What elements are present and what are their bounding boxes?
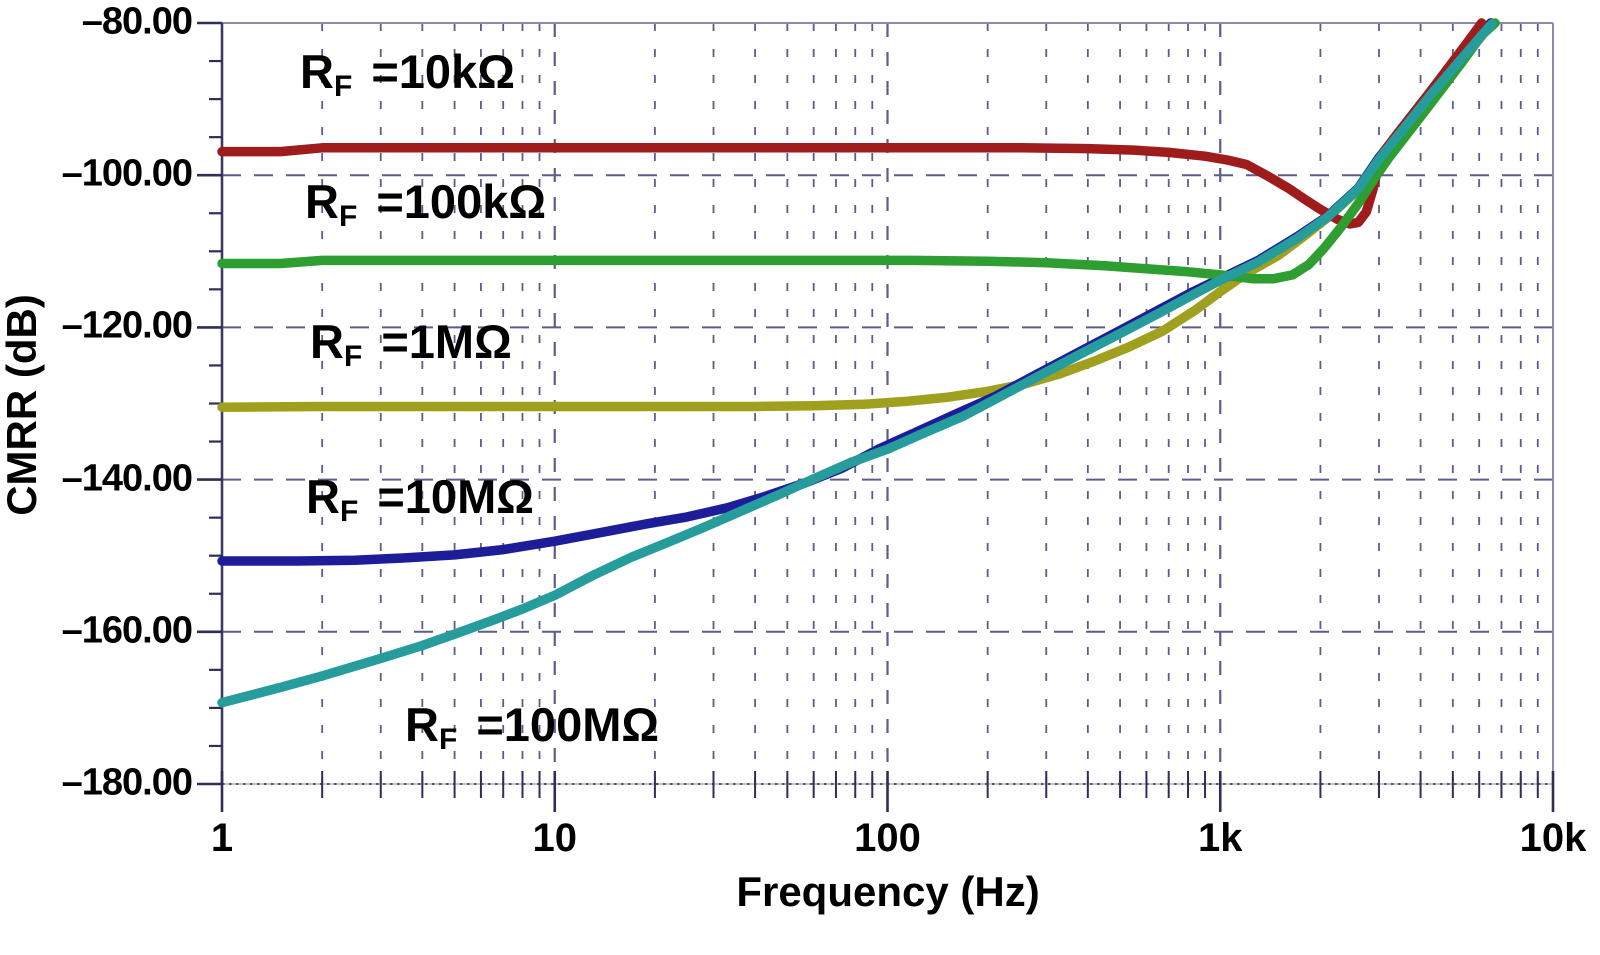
curve-label-rf-100k: RF =100kΩ — [305, 174, 547, 234]
y-tick-label: –120.00 — [61, 305, 193, 348]
curve-label-rf-10m: RF =10MΩ — [306, 469, 534, 529]
x-tick-label: 100 — [854, 816, 921, 860]
y-tick-label: –160.00 — [61, 609, 193, 652]
x-axis-title: Frequency (Hz) — [736, 868, 1040, 915]
y-tick-label: –100.00 — [61, 152, 193, 195]
curve-label-rf-100m: RF =100MΩ — [405, 697, 660, 757]
x-tick-label: 10k — [1519, 816, 1587, 860]
y-tick-label: –180.00 — [61, 761, 193, 804]
x-tick-label: 1 — [210, 816, 234, 860]
curve-label-rf-10k: RF =10kΩ — [300, 44, 515, 104]
y-tick-label: –140.00 — [61, 457, 193, 500]
x-tick-label: 1k — [1198, 816, 1243, 860]
curve-label-rf-1m: RF =1MΩ — [310, 314, 512, 374]
x-tick-label: 10 — [532, 816, 578, 860]
curve-rf-100m — [217, 19, 1497, 708]
y-tick-label: –80.00 — [81, 0, 193, 43]
